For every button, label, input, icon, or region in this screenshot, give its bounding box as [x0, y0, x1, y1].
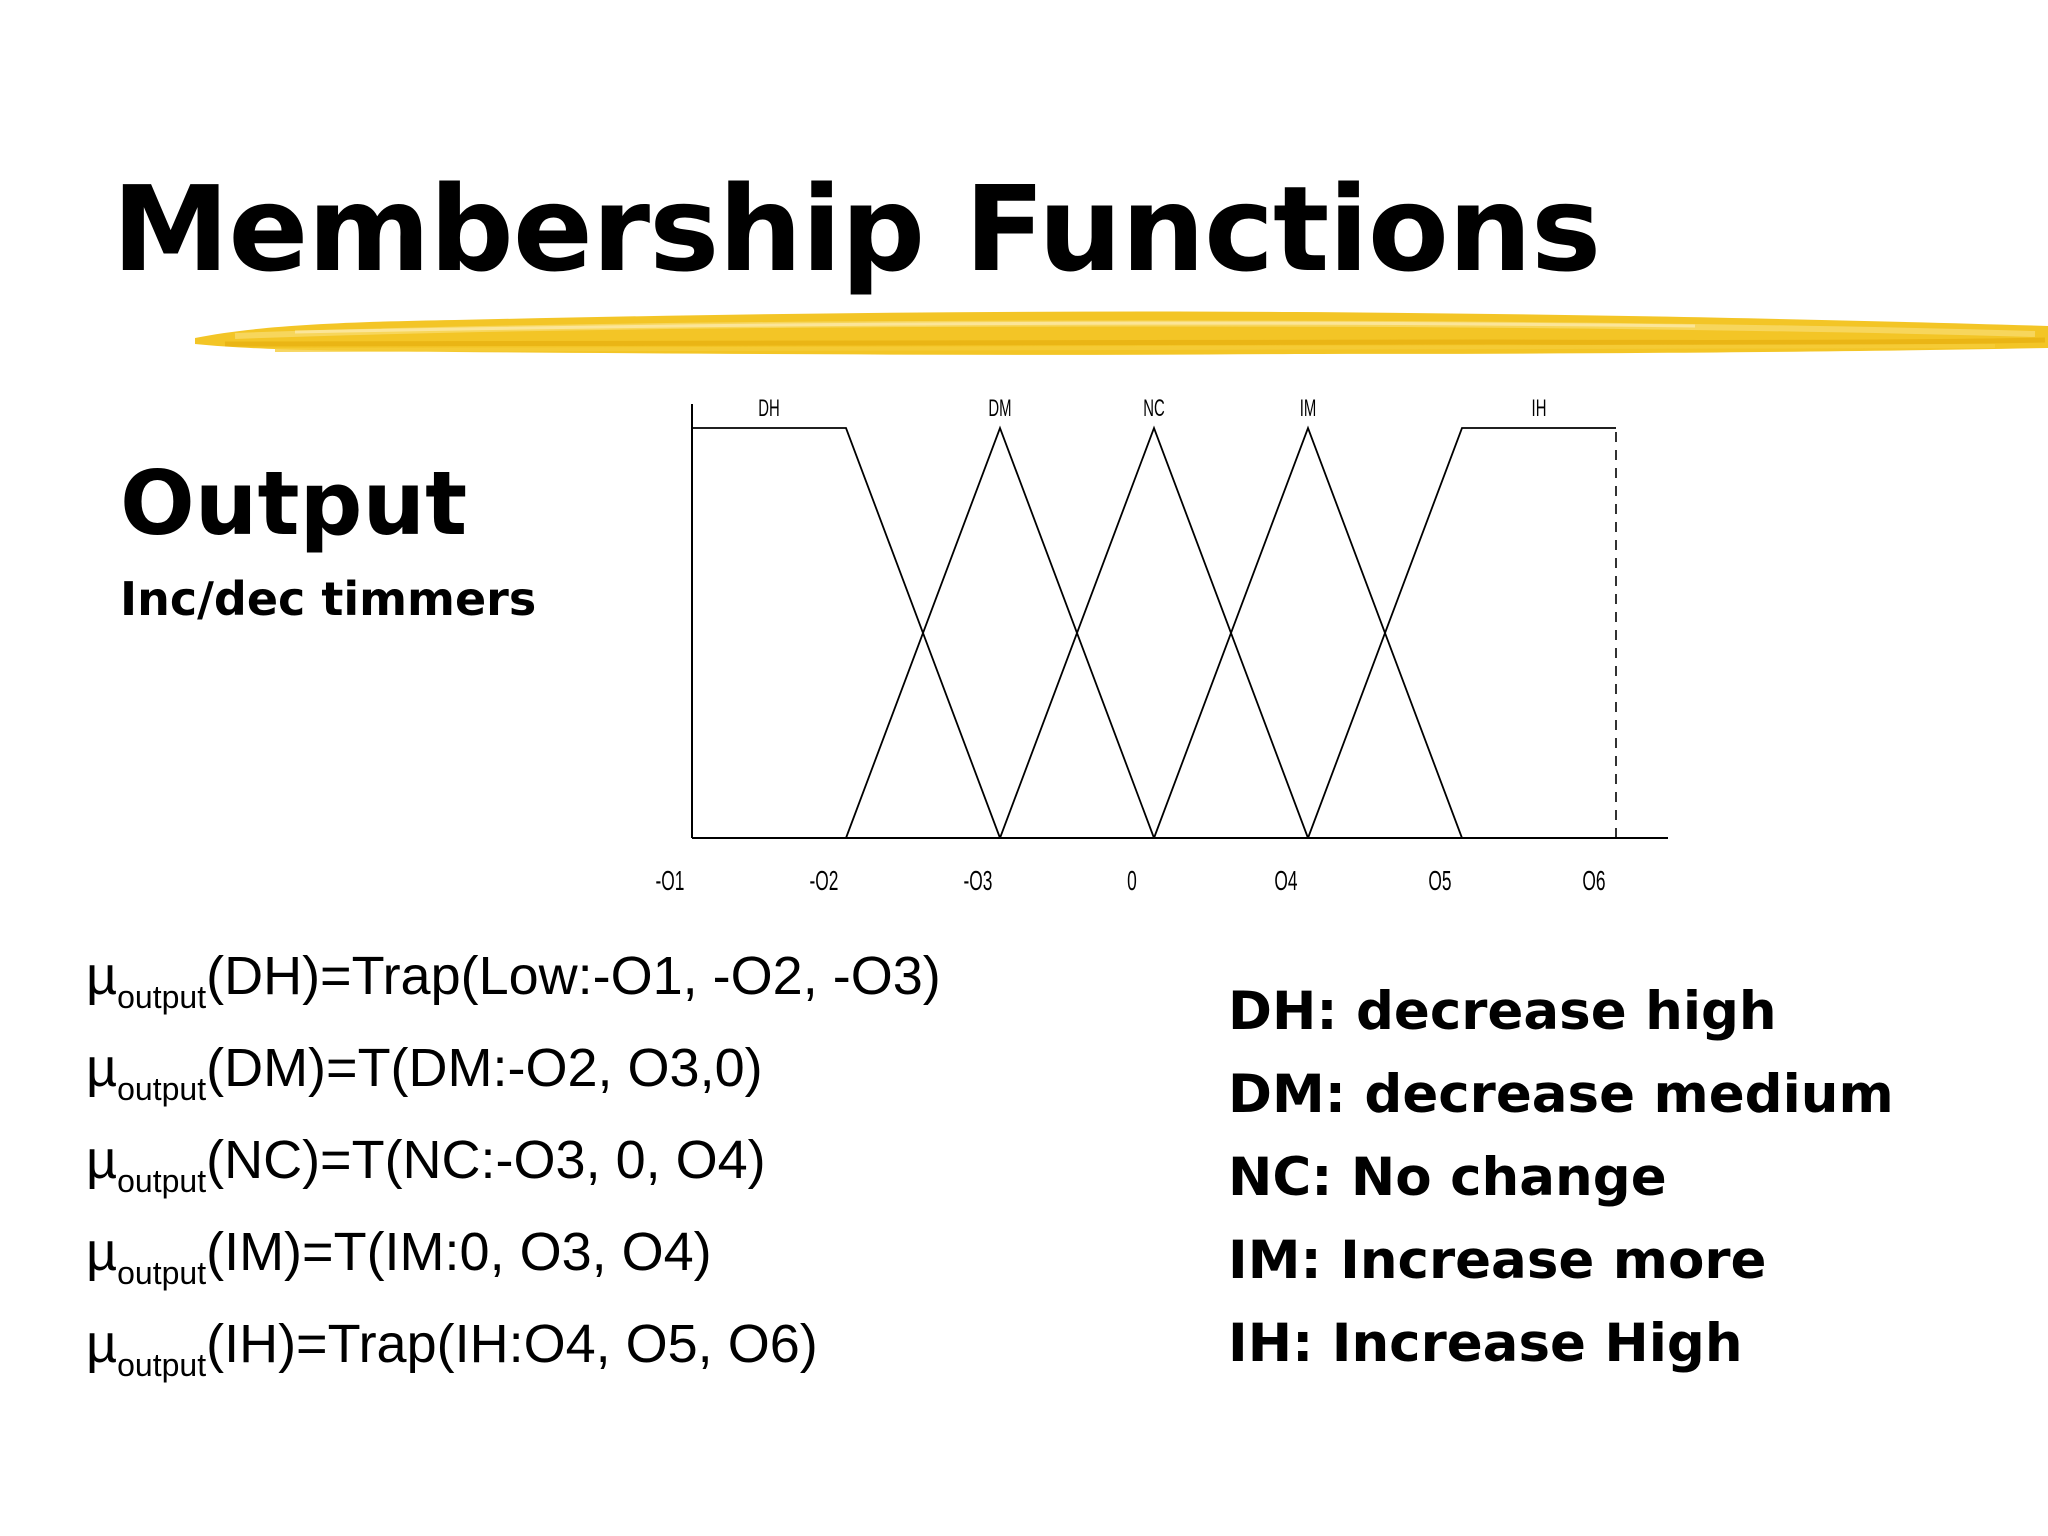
formula-text: (DH)=Trap(Low:-O1, -O2, -O3): [206, 946, 941, 1006]
formula-subscript: output: [117, 979, 207, 1015]
series-label-dh: DH: [758, 396, 779, 422]
series-label-ih: IH: [1532, 396, 1547, 422]
series-label-dm: DM: [988, 396, 1011, 422]
formula-subscript: output: [117, 1255, 207, 1291]
formula-im: µoutput(IM)=T(IM:0, O3, O4): [86, 1206, 941, 1298]
legend-item-im: IM: Increase more: [1228, 1230, 1767, 1291]
formula-subscript: output: [117, 1347, 207, 1383]
formula-text: (DM)=T(DM:-O2, O3,0): [206, 1038, 763, 1098]
legend-item-dm: DM: decrease medium: [1228, 1064, 1894, 1125]
formula-subscript: output: [117, 1071, 207, 1107]
x-tick-label: O6: [1582, 865, 1605, 896]
x-tick-label: -O2: [810, 865, 839, 896]
x-tick-label: O5: [1428, 865, 1451, 896]
x-tick-label: -O3: [964, 865, 993, 896]
legend-item-dh: DH: decrease high: [1228, 981, 1777, 1042]
formula-nc: µoutput(NC)=T(NC:-O3, 0, O4): [86, 1114, 941, 1206]
series-label-im: IM: [1300, 396, 1317, 422]
series-label-nc: NC: [1143, 396, 1164, 422]
membership-function-chart: DH DM NC IM IH -O1 -O2 -O3 0 O4 O5 O6: [656, 396, 1668, 896]
legend-item-nc: NC: No change: [1228, 1147, 1667, 1208]
formula-subscript: output: [117, 1163, 207, 1199]
chart-axes: [691, 404, 1668, 839]
formula-list: µoutput(DH)=Trap(Low:-O1, -O2, -O3) µout…: [86, 930, 941, 1390]
x-tick-label: 0: [1127, 865, 1137, 896]
legend-item-ih: IH: Increase High: [1228, 1313, 1743, 1374]
mu-symbol: µ: [86, 1038, 118, 1098]
output-description: Inc/dec timmers: [120, 572, 537, 626]
formula-text: (IM)=T(IM:0, O3, O4): [206, 1222, 712, 1282]
series-line-dh: [692, 427, 1001, 839]
chart-lines: [692, 425, 1616, 839]
abbreviation-legend: DH: decrease high DM: decrease medium NC…: [1228, 970, 1894, 1385]
mu-symbol: µ: [86, 1314, 118, 1374]
series-line-ih: [1307, 427, 1616, 839]
chart-series-labels: DH DM NC IM IH: [758, 396, 1546, 422]
formula-text: (NC)=T(NC:-O3, 0, O4): [206, 1130, 766, 1190]
formula-ih: µoutput(IH)=Trap(IH:O4, O5, O6): [86, 1298, 941, 1390]
series-line-dm: [845, 425, 1155, 839]
series-line-im: [1153, 425, 1463, 839]
chart-tick-labels: -O1 -O2 -O3 0 O4 O5 O6: [656, 865, 1606, 896]
formula-dh: µoutput(DH)=Trap(Low:-O1, -O2, -O3): [86, 930, 941, 1022]
series-line-nc: [999, 425, 1309, 839]
formula-text: (IH)=Trap(IH:O4, O5, O6): [206, 1314, 818, 1374]
mu-symbol: µ: [86, 1222, 118, 1282]
slide-title: Membership Functions: [112, 160, 1601, 298]
yellow-brush-underline: [195, 311, 2048, 355]
mu-symbol: µ: [86, 1130, 118, 1190]
output-heading: Output: [120, 452, 468, 555]
x-tick-label: O4: [1274, 865, 1297, 896]
mu-symbol: µ: [86, 946, 118, 1006]
x-tick-label: -O1: [656, 865, 685, 896]
formula-dm: µoutput(DM)=T(DM:-O2, O3,0): [86, 1022, 941, 1114]
